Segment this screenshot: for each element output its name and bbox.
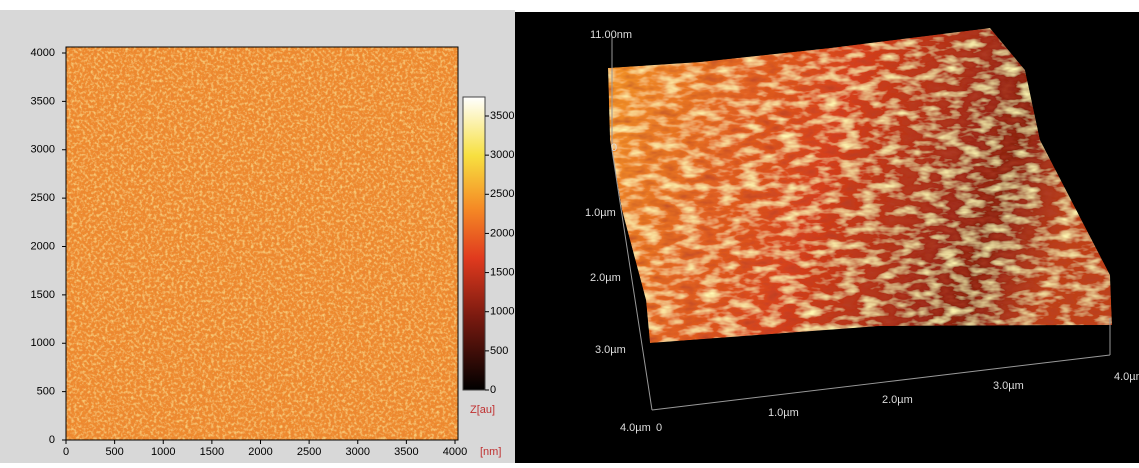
y-label-3d: 3.0µm [595,344,626,356]
colorbar-tick-label: 1000 [490,306,514,318]
x-tick-label: 2000 [248,446,272,458]
x-tick-label: 0 [63,446,69,458]
colorbar-tick-label: 3500 [490,110,514,122]
colorbar-tick-label: 0 [490,384,496,396]
y-tick-label: 3500 [31,95,55,107]
y-tick-label: 3000 [31,144,55,156]
y-label-3d: 4.0µm [620,422,651,434]
colorbar [462,96,486,391]
colorbar-tick-label: 1500 [490,266,514,278]
x-label-3d: 3.0µm [993,380,1024,392]
surface-3d [608,28,1112,343]
colorbar-tick-label: 500 [490,345,508,357]
x-tick-label: 500 [105,446,123,458]
axes-box [611,36,1111,411]
colorbar-tick-label: 2500 [490,188,514,200]
y-tick-label: 1500 [31,289,55,301]
y-label-3d: 1.0µm [585,207,616,219]
y-label-3d: 2.0µm [590,272,621,284]
colorbar-tick-label: 3000 [490,149,514,161]
x-tick-label: 2500 [297,446,321,458]
colorbar-tick-label: 2000 [490,227,514,239]
x-tick-label: 1000 [151,446,175,458]
y-tick-label: 2000 [31,240,55,252]
x-label-3d: 1.0µm [768,407,799,419]
x-tick-label: 3500 [394,446,418,458]
x-tick-label: 3000 [346,446,370,458]
y-tick-label: 4000 [31,47,55,59]
x-label-3d: 4.0µm [1114,371,1139,383]
x-unit: [nm] [480,446,501,458]
x-label-3d: 0 [656,422,662,434]
x-tick-label: 4000 [443,446,467,458]
y-axis [611,149,653,411]
y-tick-label: 2500 [31,192,55,204]
x-tick-label: 1500 [200,446,224,458]
y-tick-label: 1000 [31,337,55,349]
x-axis [651,354,1111,411]
y-tick-label: 0 [49,434,55,446]
colorbar-label: Z[au] [470,404,495,416]
height-map [66,47,458,440]
plot-frame [65,46,459,441]
z-zero-label: 0 [611,142,617,154]
y-tick-label: 500 [37,386,55,398]
z-max-label: 11.00nm [590,29,632,41]
x-label-3d: 2.0µm [882,394,913,406]
